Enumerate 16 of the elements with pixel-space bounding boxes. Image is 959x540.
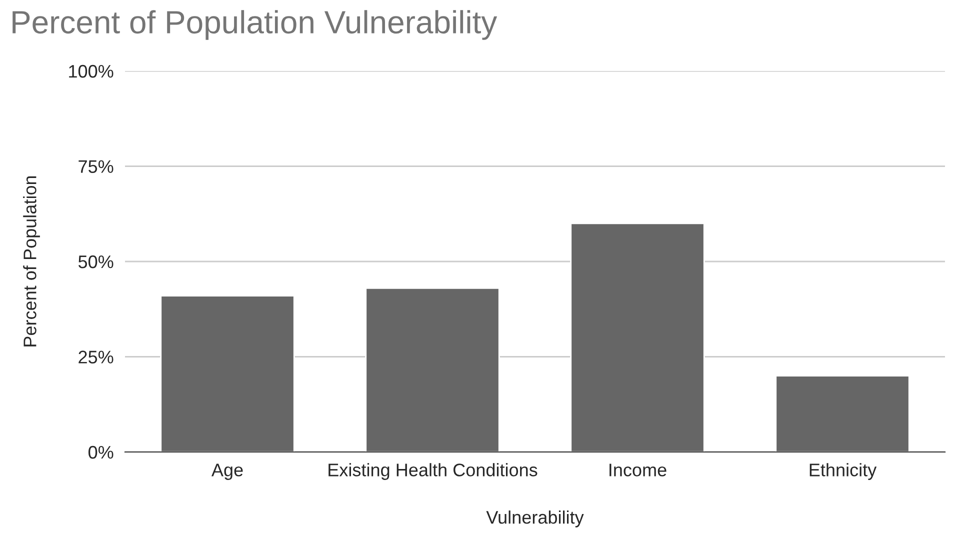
y-axis-title: Percent of Population xyxy=(23,176,40,346)
x-tick-label: Age xyxy=(211,464,243,480)
chart-title: Percent of Population Vulnerability xyxy=(12,10,498,40)
x-axis-title: Vulnerability xyxy=(486,510,584,528)
bar xyxy=(160,295,295,452)
y-tick-label: 100% xyxy=(69,64,114,78)
bar xyxy=(365,287,500,452)
y-tick-label: 50% xyxy=(78,255,114,268)
x-tick-label: Existing Health Conditions xyxy=(328,463,538,480)
x-tick-label: Ethnicity xyxy=(810,463,877,480)
x-tick-label: Income xyxy=(610,464,666,476)
y-tick-label: 25% xyxy=(78,350,114,364)
bar xyxy=(570,222,705,452)
bar xyxy=(775,375,910,452)
y-tick-label: 75% xyxy=(78,160,114,173)
y-tick-label: 0% xyxy=(88,446,114,459)
